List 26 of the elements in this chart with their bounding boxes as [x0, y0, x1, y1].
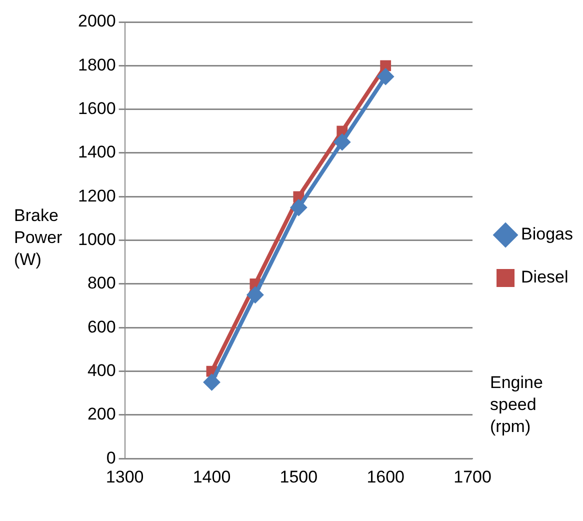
x-tick-label: 1700	[454, 467, 492, 486]
x-tick-label: 1500	[280, 467, 318, 486]
y-tick-label: 2000	[78, 12, 116, 31]
point	[377, 68, 394, 86]
y-tick-label: 0	[106, 448, 116, 468]
y-tick-label: 1000	[78, 230, 116, 249]
y-tick-label: 1200	[78, 186, 116, 206]
y-tick-label: 600	[87, 317, 116, 336]
y-tick-label: 400	[87, 360, 116, 380]
point	[246, 286, 264, 304]
x-tick-label: 1400	[192, 467, 231, 486]
y-axis-title: Brake Power (W)	[14, 205, 64, 271]
x-tick-label: 1300	[106, 467, 144, 486]
legend-label: Biogas	[521, 224, 574, 244]
point	[334, 134, 351, 151]
x-tick-label: 1600	[366, 467, 405, 486]
y-tick-label: 800	[87, 274, 116, 293]
point	[290, 199, 308, 216]
x-axis-title: Engine speed (rpm)	[490, 372, 544, 438]
point	[380, 60, 392, 72]
point	[203, 374, 220, 391]
y-tick-label: 1600	[78, 99, 116, 118]
y-tick-label: 1400	[78, 142, 116, 162]
y-tick-label: 200	[87, 404, 116, 424]
y-tick-label: 1800	[78, 55, 116, 74]
legend-label: Diesel	[521, 268, 568, 287]
